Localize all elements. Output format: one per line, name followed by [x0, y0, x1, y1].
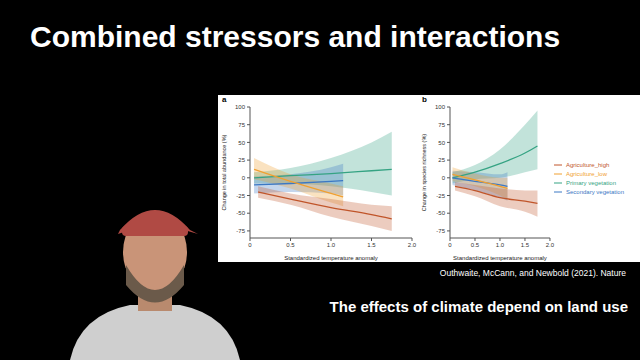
svg-text:0.5: 0.5 — [286, 242, 295, 248]
html-text:The effects of climate depend: The effects of climate depend on land us… — [329, 298, 628, 315]
svg-text:1.5: 1.5 — [367, 242, 376, 248]
svg-text:1.0: 1.0 — [496, 242, 505, 248]
svg-text:25: 25 — [238, 157, 245, 163]
svg-text:Change in total abundance (%): Change in total abundance (%) — [221, 134, 227, 210]
svg-text:-50: -50 — [236, 210, 245, 216]
html-text:Outhwaite, McCann, and Newbold: Outhwaite, McCann, and Newbold (2021). N… — [439, 268, 626, 278]
svg-text:0: 0 — [448, 242, 452, 248]
svg-text:2.0: 2.0 — [546, 242, 555, 248]
svg-text:1.5: 1.5 — [521, 242, 530, 248]
svg-text:0: 0 — [442, 175, 446, 181]
svg-text:-25: -25 — [436, 193, 445, 199]
svg-text:100: 100 — [435, 104, 446, 110]
svg-text:Standardized temperature anoma: Standardized temperature anomaly — [453, 255, 547, 261]
svg-text:1.0: 1.0 — [327, 242, 336, 248]
html-text:b: b — [422, 95, 427, 104]
svg-text:2.0: 2.0 — [408, 242, 417, 248]
svg-text:0.5: 0.5 — [471, 242, 480, 248]
svg-text:50: 50 — [238, 140, 245, 146]
svg-text:-50: -50 — [436, 210, 445, 216]
html-text:Secondary vegetation: Secondary vegetation — [566, 188, 624, 195]
svg-text:75: 75 — [238, 122, 245, 128]
svg-text:Change in species richness (%): Change in species richness (%) — [421, 134, 427, 212]
svg-text:50: 50 — [438, 140, 445, 146]
svg-text:0: 0 — [242, 175, 246, 181]
svg-text:0: 0 — [248, 242, 252, 248]
svg-text:100: 100 — [235, 104, 246, 110]
html-text:Agriculture_low: Agriculture_low — [566, 170, 607, 177]
svg-text:-75: -75 — [236, 228, 245, 234]
html-text:a: a — [222, 95, 227, 104]
svg-text:-75: -75 — [436, 228, 445, 234]
html-text:Primary vegetation: Primary vegetation — [566, 179, 616, 186]
svg-text:Standardized temperature anoma: Standardized temperature anomaly — [284, 255, 378, 261]
svg-text:75: 75 — [438, 122, 445, 128]
svg-text:-25: -25 — [236, 193, 245, 199]
html-text:Combined stressors and interac: Combined stressors and interactions — [30, 20, 561, 53]
html-text:Agriculture_high: Agriculture_high — [566, 161, 610, 168]
svg-text:25: 25 — [438, 157, 445, 163]
